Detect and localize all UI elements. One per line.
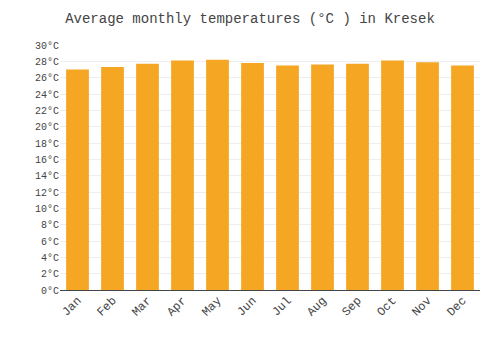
svg-text:Feb: Feb (94, 294, 119, 319)
svg-text:12°C: 12°C (35, 188, 59, 199)
svg-text:Mar: Mar (129, 294, 154, 319)
svg-text:0°C: 0°C (41, 286, 59, 297)
svg-text:Jul: Jul (269, 294, 294, 319)
svg-text:Jan: Jan (59, 294, 84, 319)
svg-text:2°C: 2°C (41, 269, 59, 280)
svg-text:14°C: 14°C (35, 171, 59, 182)
svg-text:Apr: Apr (164, 294, 189, 319)
svg-text:20°C: 20°C (35, 122, 59, 133)
svg-text:Dec: Dec (444, 294, 469, 319)
svg-text:Jun: Jun (234, 294, 259, 319)
svg-text:Oct: Oct (374, 294, 399, 319)
svg-text:30°C: 30°C (35, 41, 59, 52)
svg-text:6°C: 6°C (41, 237, 59, 248)
svg-text:24°C: 24°C (35, 90, 59, 101)
svg-text:Average monthly temperatures (: Average monthly temperatures (°C ) in Kr… (65, 11, 435, 27)
svg-text:16°C: 16°C (35, 155, 59, 166)
svg-text:8°C: 8°C (41, 220, 59, 231)
svg-text:18°C: 18°C (35, 139, 59, 150)
svg-text:10°C: 10°C (35, 204, 59, 215)
svg-text:Sep: Sep (339, 294, 364, 319)
svg-text:May: May (199, 294, 224, 319)
svg-text:Nov: Nov (409, 294, 434, 319)
svg-text:4°C: 4°C (41, 253, 59, 264)
svg-text:26°C: 26°C (35, 73, 59, 84)
svg-text:28°C: 28°C (35, 57, 59, 68)
svg-text:22°C: 22°C (35, 106, 59, 117)
svg-text:Aug: Aug (304, 294, 329, 319)
